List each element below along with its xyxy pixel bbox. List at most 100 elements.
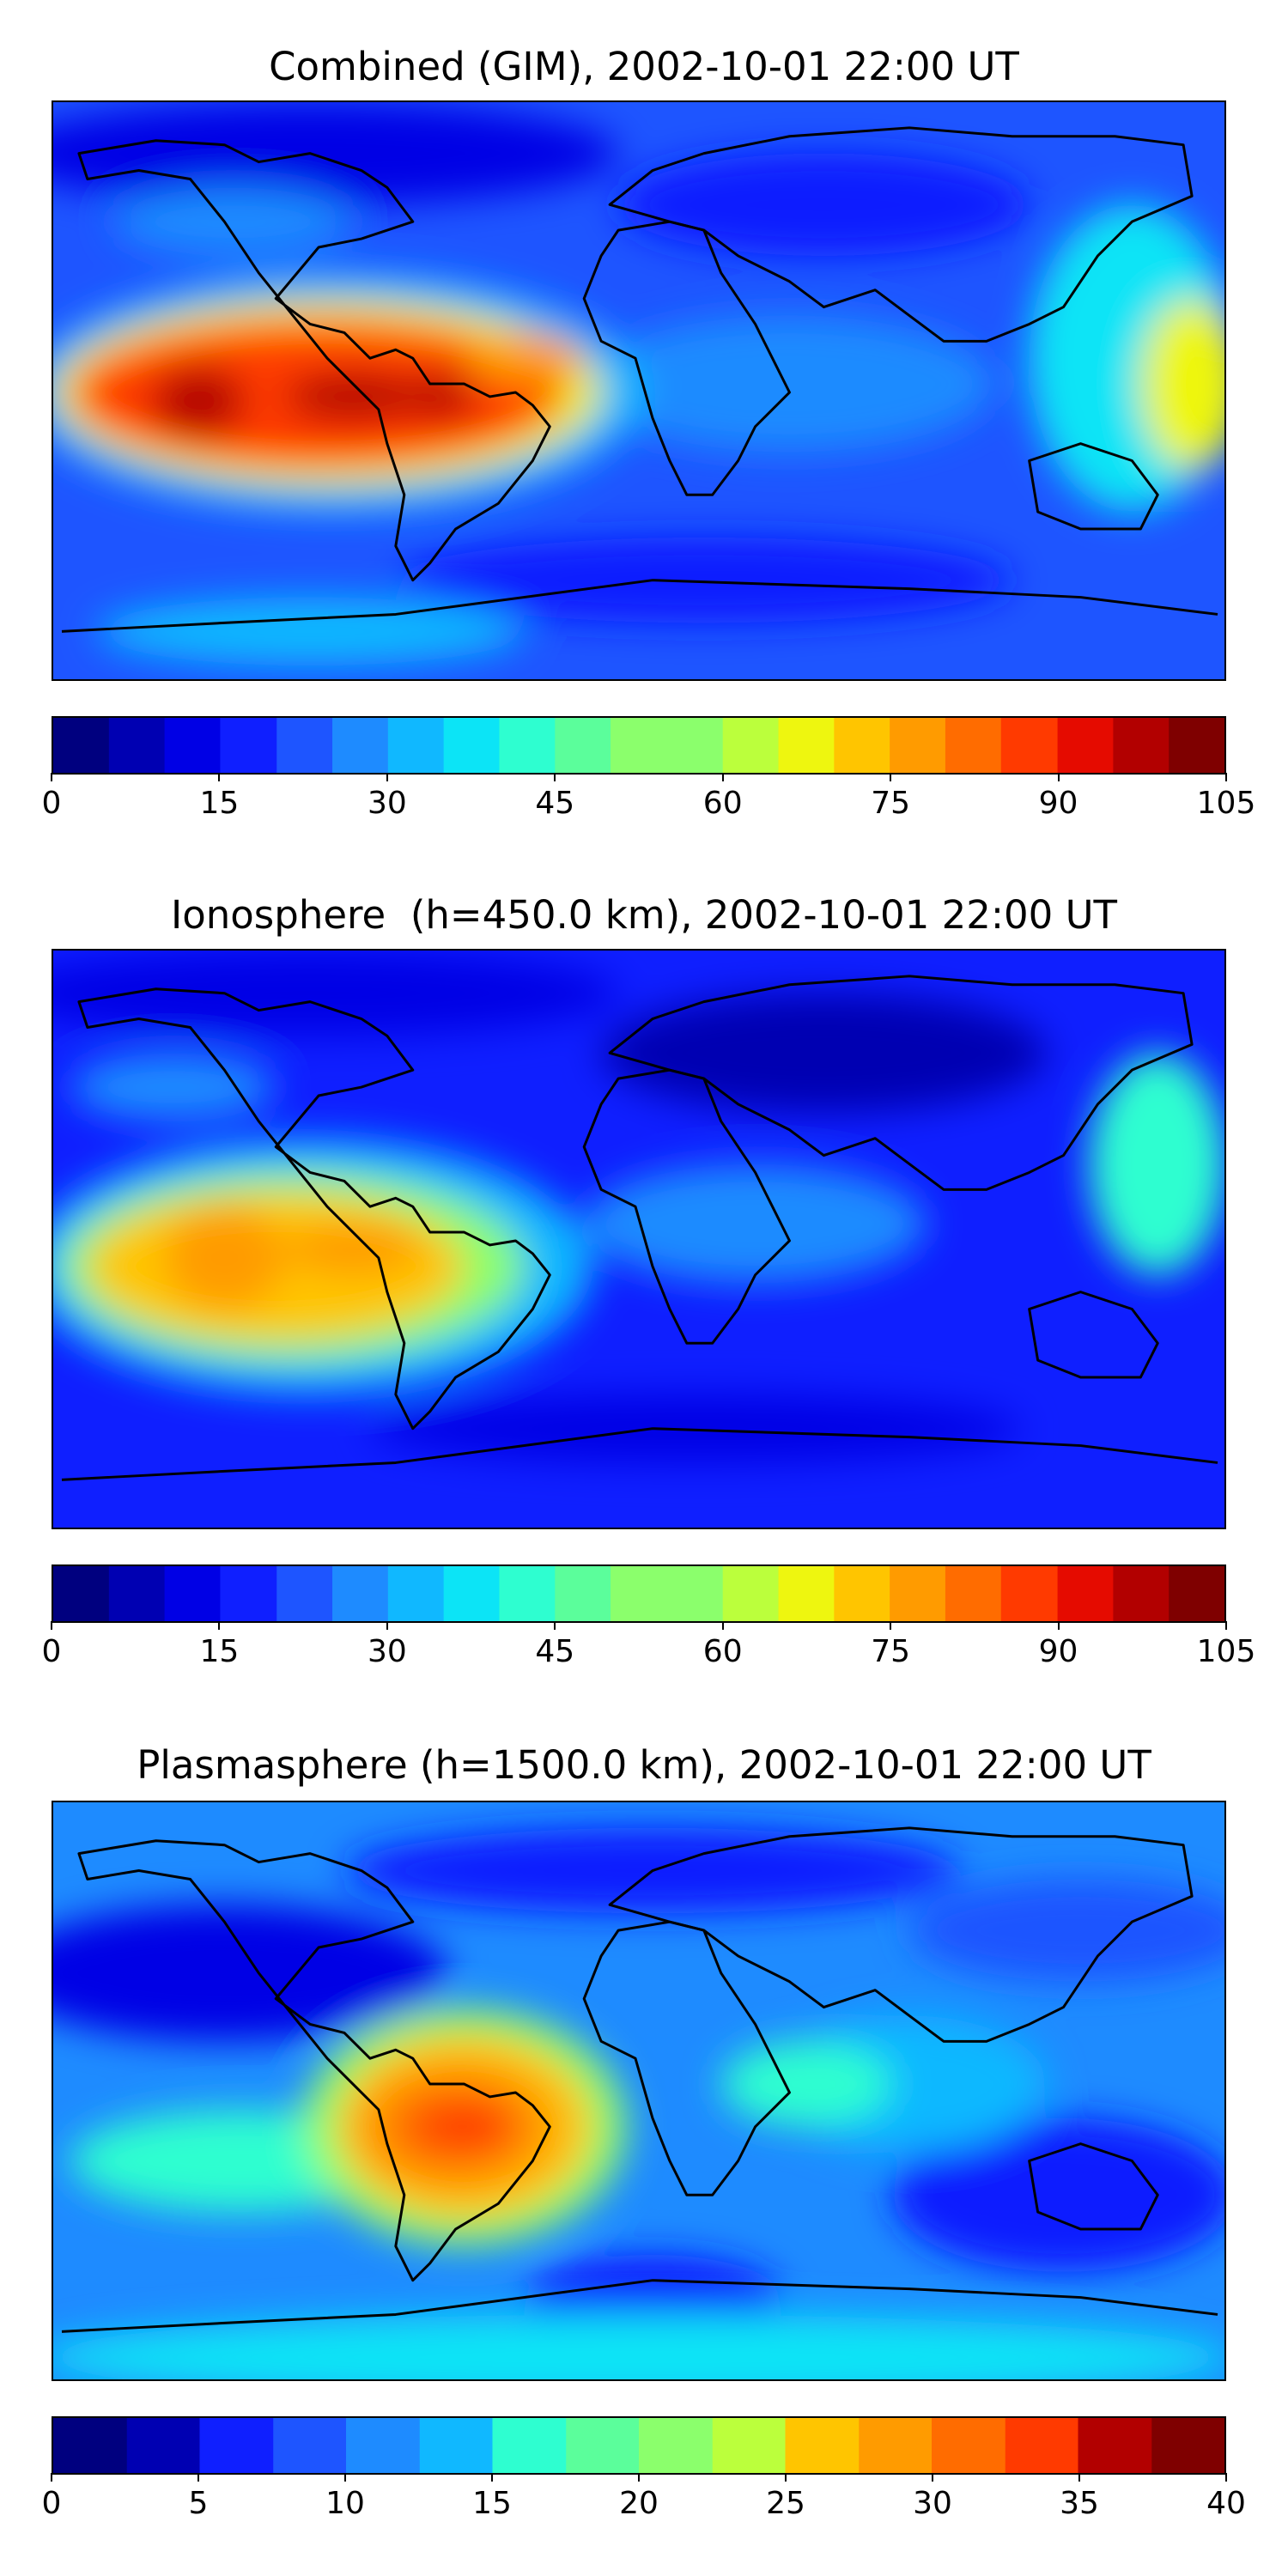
- colorbar-swatch: [722, 1566, 780, 1621]
- tick-mark: [1225, 773, 1227, 781]
- tick-mark: [51, 2473, 52, 2482]
- colorbar-swatch: [1113, 1566, 1170, 1621]
- tick-mark: [721, 773, 724, 781]
- tick-label: 0: [41, 1634, 62, 1669]
- tick-mark: [890, 773, 892, 781]
- colorbar-swatch: [53, 1566, 110, 1621]
- tick-mark: [554, 1621, 556, 1630]
- colorbar-swatch: [53, 718, 110, 773]
- colorbar-ticks: 0 15 30 45 60 75 90 105: [42, 773, 1255, 821]
- tick-label: 75: [871, 1634, 911, 1669]
- colorbar-swatch: [1169, 1566, 1224, 1621]
- colorbar-swatch: [666, 1566, 724, 1621]
- colorbar-swatch: [1000, 1566, 1059, 1621]
- colorbar-swatch: [332, 718, 389, 773]
- tick-mark: [1225, 1621, 1227, 1630]
- colorbar-swatch: [712, 2418, 787, 2473]
- map-plasmasphere: [52, 1801, 1226, 2381]
- tick-mark: [890, 1621, 892, 1630]
- colorbar-combined: [52, 716, 1226, 775]
- colorbar-swatch: [834, 718, 891, 773]
- colorbar-ticks: 0 15 30 45 60 75 90 105: [42, 1621, 1255, 1668]
- colorbar-swatch: [164, 718, 222, 773]
- colorbar-swatch: [1057, 1566, 1115, 1621]
- tick-mark: [218, 773, 221, 781]
- tick-label: 60: [702, 786, 743, 821]
- colorbar-swatches: [53, 718, 1224, 773]
- colorbar-swatch: [387, 718, 445, 773]
- tick-mark: [218, 1621, 221, 1630]
- tick-label: 35: [1060, 2486, 1099, 2521]
- tick-mark: [932, 2473, 933, 2482]
- colorbar-swatch: [1057, 718, 1115, 773]
- colorbar-plasmasphere: [52, 2416, 1226, 2475]
- colorbar-swatch: [1169, 718, 1224, 773]
- colorbar-swatches: [53, 2418, 1224, 2473]
- panel-title: Ionosphere (h=450.0 km), 2002-10-01 22:0…: [170, 892, 1118, 938]
- tick-mark: [721, 1621, 724, 1630]
- tick-mark: [344, 2473, 346, 2482]
- map-field-ionosphere: [53, 951, 1224, 1528]
- tick-mark: [51, 773, 52, 781]
- colorbar-swatch: [859, 2418, 933, 2473]
- panel-title: Combined (GIM), 2002-10-01 22:00 UT: [269, 44, 1019, 89]
- tick-mark: [554, 773, 556, 781]
- colorbar-swatch: [555, 1566, 612, 1621]
- panel-title: Plasmasphere (h=1500.0 km), 2002-10-01 2…: [137, 1742, 1151, 1788]
- colorbar-swatch: [566, 2418, 640, 2473]
- colorbar-swatches: [53, 1566, 1224, 1621]
- colorbar-swatch: [639, 2418, 714, 2473]
- tick-label: 40: [1206, 2486, 1246, 2521]
- colorbar-ticks: 0 5 10 15 20 25 30 35 40: [42, 2473, 1246, 2521]
- tick-label: 20: [619, 2486, 659, 2521]
- tick-mark: [197, 2473, 199, 2482]
- tick-label: 10: [325, 2486, 365, 2521]
- colorbar-swatch: [945, 718, 1002, 773]
- tick-label: 15: [472, 2486, 512, 2521]
- colorbar-swatch: [778, 1566, 835, 1621]
- tick-label: 15: [199, 1634, 240, 1669]
- tick-label: 45: [535, 786, 575, 821]
- tick-label: 25: [766, 2486, 805, 2521]
- tick-mark: [1057, 773, 1060, 781]
- colorbar-swatch: [108, 1566, 166, 1621]
- tick-label: 105: [1196, 786, 1256, 821]
- colorbar-swatch: [276, 718, 334, 773]
- colorbar-swatch: [611, 718, 668, 773]
- colorbar-swatch: [499, 1566, 556, 1621]
- colorbar-swatch: [332, 1566, 389, 1621]
- coastlines: [61, 975, 1218, 1481]
- colorbar-swatch: [1151, 2418, 1224, 2473]
- tick-label: 30: [367, 1634, 407, 1669]
- tick-label: 45: [535, 1634, 575, 1669]
- colorbar-swatch: [778, 718, 835, 773]
- colorbar-swatch: [53, 2418, 128, 2473]
- map-ionosphere: [52, 949, 1226, 1529]
- tick-mark: [638, 2473, 640, 2482]
- tick-label: 30: [913, 2486, 952, 2521]
- colorbar-swatch: [1005, 2418, 1079, 2473]
- colorbar-swatch: [722, 718, 780, 773]
- tick-label: 15: [199, 786, 240, 821]
- tick-label: 105: [1196, 1634, 1256, 1669]
- colorbar-swatch: [443, 718, 501, 773]
- colorbar-swatch: [273, 2418, 347, 2473]
- colorbar-ionosphere: [52, 1564, 1226, 1623]
- colorbar-swatch: [1113, 718, 1170, 773]
- map-field-plasmasphere: [53, 1802, 1224, 2379]
- colorbar-swatch: [199, 2418, 275, 2473]
- map-combined: [52, 100, 1226, 681]
- colorbar-swatch: [220, 718, 278, 773]
- colorbar-swatch: [126, 2418, 201, 2473]
- colorbar-swatch: [419, 2418, 494, 2473]
- colorbar-swatch: [164, 1566, 222, 1621]
- colorbar-swatch: [346, 2418, 421, 2473]
- colorbar-swatch: [443, 1566, 501, 1621]
- colorbar-swatch: [785, 2418, 860, 2473]
- tick-mark: [386, 1621, 388, 1630]
- tick-label: 5: [188, 2486, 209, 2521]
- tick-mark: [491, 2473, 493, 2482]
- tick-mark: [1078, 2473, 1080, 2482]
- colorbar-swatch: [611, 1566, 668, 1621]
- tick-mark: [51, 1621, 52, 1630]
